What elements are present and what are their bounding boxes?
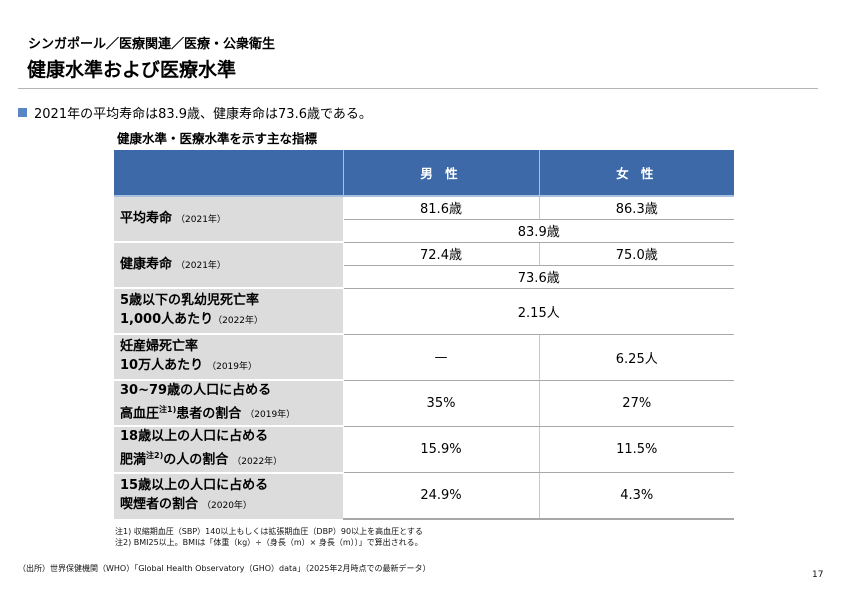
square-bullet-icon — [18, 108, 27, 117]
row-label: 15歳以上の人口に占める 喫煙者の割合 （2020年） — [114, 472, 344, 519]
female-value: 86.3歳 — [538, 196, 734, 220]
table-row: 妊産婦死亡率 10万人あたり （2019年） — 6.25人 — [114, 334, 734, 381]
page-number: 17 — [812, 570, 824, 580]
table-row: 5歳以下の乳幼児死亡率 1,000人あたり（2022年） 2.15人 — [114, 288, 734, 335]
row-label-line1: 30~79歳の人口に占める — [120, 383, 272, 398]
female-value: 4.3% — [538, 472, 734, 520]
summary-bullet: 2021年の平均寿命は83.9歳、健康寿命は73.6歳である。 — [18, 103, 372, 122]
footnote-2: 注2) BMI25以上。BMIは「体重（kg）÷（身長（m）× 身長（m））」で… — [115, 538, 423, 547]
female-value: 27% — [538, 380, 734, 427]
row-label-tail: 患者の割合 — [176, 406, 242, 422]
source-citation: （出所）世界保健機関（WHO）「Global Health Observator… — [18, 564, 431, 573]
male-value: 35% — [343, 380, 539, 427]
table-row: 73.6歳 — [114, 265, 734, 289]
row-year: （2022年） — [213, 316, 264, 326]
row-year: （2022年） — [232, 456, 283, 467]
row-year: （2020年） — [202, 501, 252, 512]
row-label-line2: 喫煙者の割合 — [120, 497, 199, 513]
male-value: — — [343, 334, 539, 381]
row-label: 30~79歳の人口に占める 高血圧注1)患者の割合 （2019年） — [114, 380, 344, 428]
male-value: 15.9% — [343, 426, 539, 474]
row-year: （2021年） — [176, 214, 226, 225]
combined-value: 73.6歳 — [343, 265, 734, 289]
row-label-line2: 高血圧 — [120, 406, 160, 422]
table-row: 平均寿命 （2021年） 81.6歳 86.3歳 — [114, 196, 734, 243]
row-label-line1: 5歳以下の乳幼児死亡率 — [120, 293, 260, 308]
female-value: 6.25人 — [538, 334, 734, 381]
row-label-text: 平均寿命 — [120, 210, 173, 226]
row-label: 健康寿命 （2021年） — [114, 242, 344, 289]
breadcrumb: シンガポール／医療関連／医療・公衆衛生 — [28, 37, 276, 52]
row-label: 18歳以上の人口に占める 肥満注2)の人の割合 （2022年） — [114, 426, 344, 474]
row-label-text: 健康寿命 — [120, 256, 173, 272]
table-row: 18歳以上の人口に占める 肥満注2)の人の割合 （2022年） 15.9% 11.… — [114, 426, 734, 474]
row-label-tail: の人の割合 — [163, 452, 229, 468]
title-divider — [18, 88, 818, 89]
row-label-line1: 妊産婦死亡率 — [120, 339, 199, 354]
header-cell-male: 男 性 — [342, 150, 539, 196]
table-title: 健康水準・医療水準を示す主な指標 — [117, 131, 318, 146]
table-row: 83.9歳 — [114, 219, 734, 243]
row-year: （2019年） — [245, 410, 296, 421]
row-label: 5歳以下の乳幼児死亡率 1,000人あたり（2022年） — [114, 288, 344, 335]
table-row: 30~79歳の人口に占める 高血圧注1)患者の割合 （2019年） 35% 27% — [114, 380, 734, 428]
health-indicators-table: 男 性 女 性 平均寿命 （2021年） 81.6歳 86.3歳 83.9歳 健康… — [114, 150, 734, 520]
row-label-line1: 18歳以上の人口に占める — [120, 429, 269, 445]
table-header-row: 男 性 女 性 — [114, 150, 734, 196]
row-label: 妊産婦死亡率 10万人あたり （2019年） — [114, 334, 344, 381]
footnote-marker: 注2) — [146, 451, 164, 461]
header-cell-blank — [114, 150, 343, 196]
footnote-marker: 注1) — [159, 405, 177, 414]
footnotes: 注1) 収縮期血圧（SBP）140以上もしくは拡張期血圧（DBP）90以上を高血… — [115, 526, 423, 548]
row-label-line1: 15歳以上の人口に占める — [120, 478, 269, 494]
summary-text: 2021年の平均寿命は83.9歳、健康寿命は73.6歳である。 — [34, 107, 372, 122]
row-label-line2: 1,000人あたり — [120, 312, 214, 327]
male-value: 72.4歳 — [343, 242, 539, 266]
header-cell-female: 女 性 — [538, 150, 734, 196]
footnote-1: 注1) 収縮期血圧（SBP）140以上もしくは拡張期血圧（DBP）90以上を高血… — [115, 527, 423, 536]
male-value: 81.6歳 — [343, 196, 539, 220]
table-row: 15歳以上の人口に占める 喫煙者の割合 （2020年） 24.9% 4.3% — [114, 472, 734, 520]
row-label-line2: 肥満 — [120, 452, 147, 468]
page-title: 健康水準および医療水準 — [27, 59, 237, 81]
male-value: 24.9% — [343, 472, 539, 520]
combined-value: 83.9歳 — [343, 219, 734, 243]
female-value: 11.5% — [538, 426, 734, 474]
combined-value: 2.15人 — [343, 288, 734, 335]
row-year: （2019年） — [207, 362, 257, 372]
female-value: 75.0歳 — [538, 242, 734, 266]
table-row: 健康寿命 （2021年） 72.4歳 75.0歳 — [114, 242, 734, 289]
row-label-line2: 10万人あたり — [120, 358, 204, 373]
row-year: （2021年） — [176, 260, 226, 271]
row-label: 平均寿命 （2021年） — [114, 196, 344, 243]
